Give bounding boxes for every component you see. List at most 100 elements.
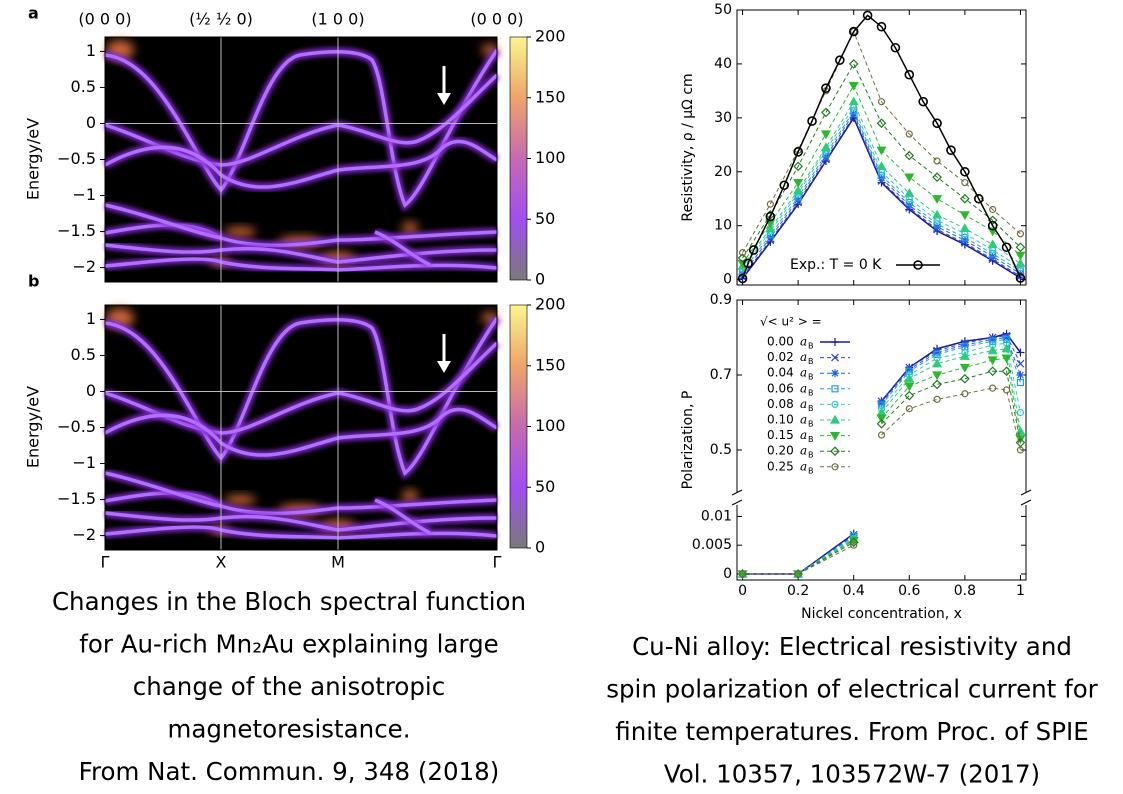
y-tick-label: 0.5 xyxy=(71,77,96,96)
legend-label: 0.02 xyxy=(767,350,794,364)
data-point xyxy=(905,198,913,207)
band-lines xyxy=(102,40,501,275)
colorbar-tick-label: 0 xyxy=(535,538,545,557)
legend-title: √< u² > = xyxy=(760,315,822,329)
data-point xyxy=(989,384,997,392)
data-point xyxy=(960,166,970,177)
colorbar xyxy=(509,304,528,549)
data-point xyxy=(876,414,887,424)
data-point xyxy=(960,341,969,349)
data-point xyxy=(738,249,747,257)
band xyxy=(374,498,431,535)
legend-label: 0.15 xyxy=(767,428,794,442)
legend-unit-sub: B xyxy=(808,435,814,444)
x-tick-label: 0.4 xyxy=(843,583,865,599)
x-tick-label: 0.6 xyxy=(898,583,920,599)
series-line xyxy=(881,338,1021,406)
caption-left: magnetoresistance. xyxy=(167,715,410,744)
data-point xyxy=(1016,230,1025,238)
series-line xyxy=(742,115,1021,278)
data-point xyxy=(793,161,803,172)
band-lines xyxy=(102,308,501,543)
legend-unit: a xyxy=(800,413,807,427)
series-line xyxy=(742,541,854,575)
data-point xyxy=(960,193,970,204)
data-point xyxy=(848,26,859,37)
colorbar xyxy=(509,36,528,281)
axis-break xyxy=(731,489,743,506)
band xyxy=(104,407,498,457)
legend-unit: a xyxy=(800,350,807,364)
series-line xyxy=(742,109,1021,272)
hotspot xyxy=(224,495,256,505)
data-point xyxy=(890,42,901,53)
caption-right: Vol. 10357, 103572W-7 (2017) xyxy=(664,760,1040,789)
y-tick-label: 30 xyxy=(714,110,732,126)
data-point xyxy=(959,223,970,232)
data-point xyxy=(1002,386,1011,394)
legend-unit-sub: B xyxy=(808,420,814,429)
data-point xyxy=(932,371,943,381)
data-point xyxy=(793,178,804,188)
legend-label: 0.25 xyxy=(767,459,794,473)
data-point xyxy=(987,220,998,231)
data-point xyxy=(905,405,913,413)
data-point xyxy=(989,205,997,214)
data-point xyxy=(961,178,969,187)
data-point xyxy=(848,59,859,69)
data-point xyxy=(862,10,873,21)
data-point xyxy=(933,157,941,165)
data-point xyxy=(835,55,845,65)
legend-label: 0.10 xyxy=(767,413,794,427)
legend-unit-sub: B xyxy=(808,342,814,351)
data-point xyxy=(876,418,887,429)
data-point xyxy=(793,147,803,157)
legend-label: 0.20 xyxy=(767,444,794,458)
legend-unit-sub: B xyxy=(808,357,814,366)
legend-unit: a xyxy=(800,381,807,395)
data-point xyxy=(1001,242,1012,253)
series-line xyxy=(742,105,1021,270)
data-point xyxy=(821,107,831,118)
data-point xyxy=(1015,426,1026,435)
series-line xyxy=(881,387,1021,451)
data-point xyxy=(904,150,915,161)
panel-label: a xyxy=(28,4,39,23)
x-tick-label: 1 xyxy=(1016,583,1025,599)
data-point xyxy=(933,348,942,357)
y-axis-label: Polarization, P xyxy=(680,391,696,490)
caption-right: Cu-Ni alloy: Electrical resistivity and xyxy=(632,632,1072,661)
y-tick-label: 50 xyxy=(714,2,732,18)
series-line xyxy=(881,348,1021,432)
data-point xyxy=(904,382,915,392)
bottom-label: M xyxy=(331,553,345,572)
series-line xyxy=(742,30,1021,253)
data-point xyxy=(959,211,970,221)
legend-label: 0.06 xyxy=(767,381,794,395)
data-point xyxy=(987,356,998,366)
data-point xyxy=(932,379,942,390)
caption-left: From Nat. Commun. 9, 348 (2018) xyxy=(79,757,500,786)
data-point xyxy=(876,146,887,156)
legend-label: 0.08 xyxy=(767,397,794,411)
data-point xyxy=(932,358,943,368)
colorbar-tick-label: 150 xyxy=(535,87,566,106)
legend-marker xyxy=(831,369,839,378)
arrow-head xyxy=(437,361,451,373)
legend-label: 0.00 xyxy=(767,335,794,349)
data-point xyxy=(904,390,915,401)
bottom-label: X xyxy=(216,553,227,572)
top-label: (1 0 0) xyxy=(311,10,364,29)
y-axis-label: Energy/eV xyxy=(24,386,43,468)
data-point xyxy=(850,27,858,36)
data-point xyxy=(793,185,804,195)
data-point xyxy=(1001,354,1012,364)
data-point xyxy=(904,188,915,197)
band xyxy=(104,203,222,240)
data-point xyxy=(1002,333,1011,342)
data-point xyxy=(905,130,913,138)
x-tick-label: 0 xyxy=(738,583,747,599)
data-point xyxy=(1016,446,1025,454)
y-tick-label: 20 xyxy=(714,164,732,180)
